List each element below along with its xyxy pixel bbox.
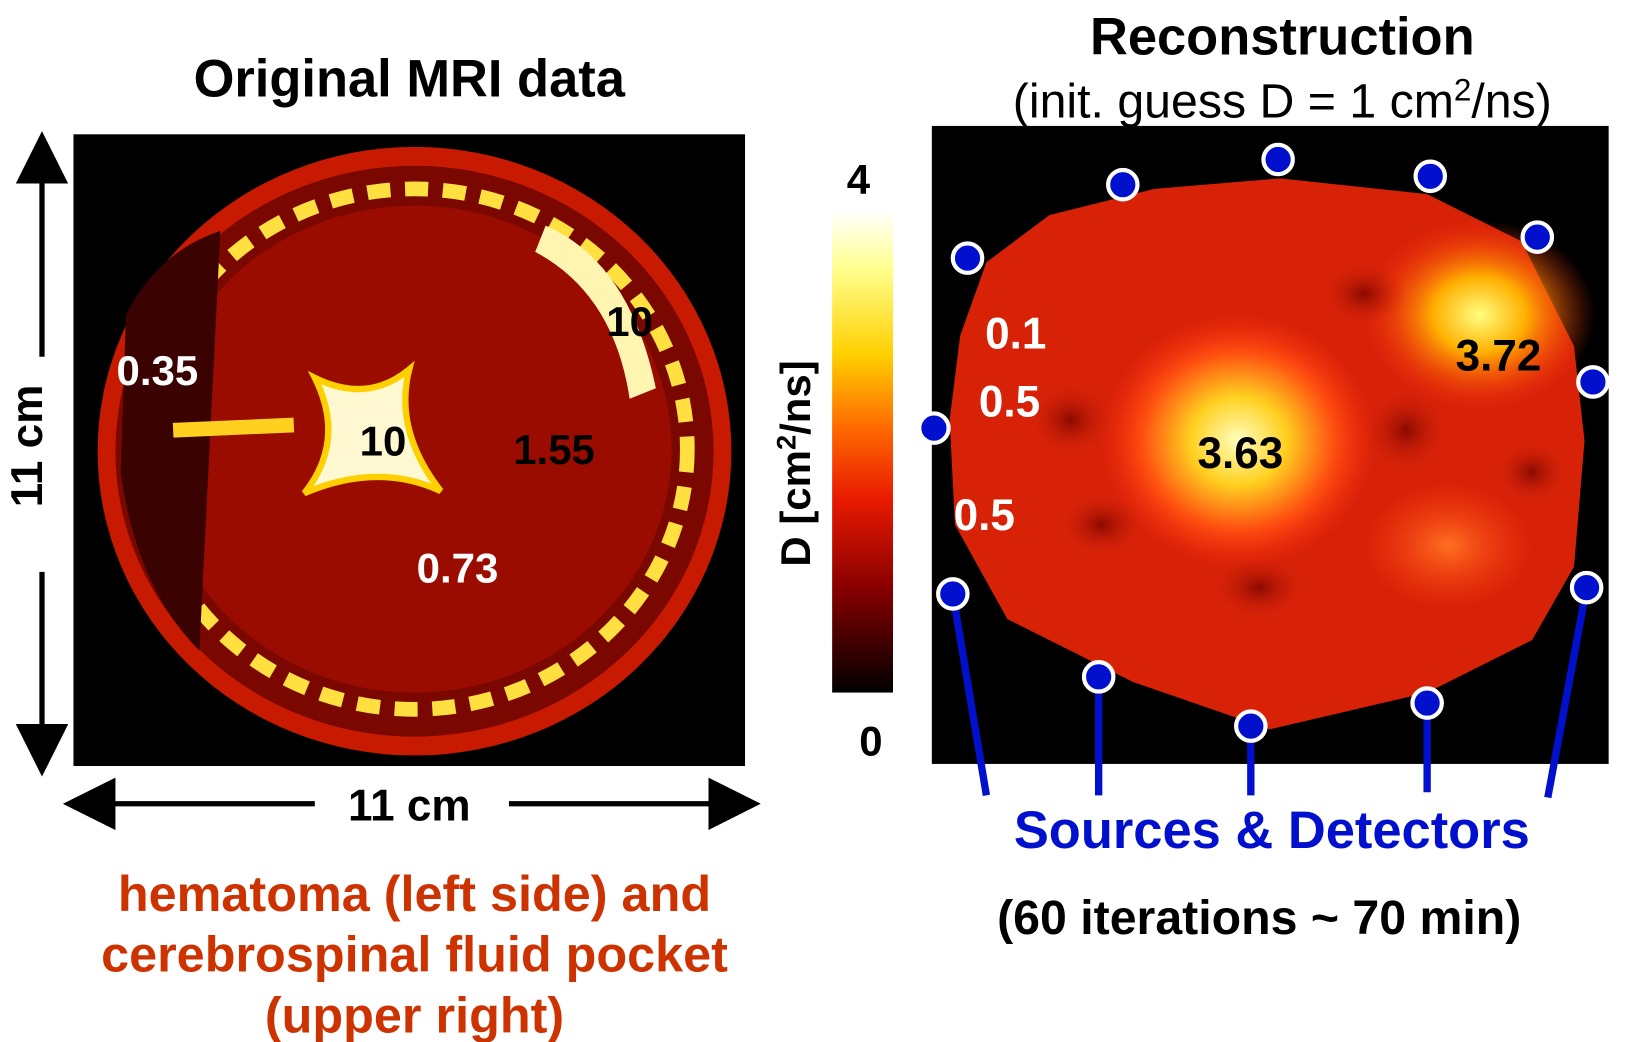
value-label: 0.5 [979,378,1040,427]
superscript: 2 [1454,73,1472,108]
cool-spot [1212,556,1306,619]
caption: hematoma (left side) and [118,865,711,922]
cool-spot [1060,493,1144,556]
colorbar-label: D [cm2/ns] [770,360,819,566]
probe [1263,145,1292,174]
caption: (upper right) [265,987,564,1042]
cool-spot [1322,262,1406,325]
probe-legend: Sources & Detectors [1014,802,1530,860]
probe [919,413,948,442]
probe [1523,222,1552,251]
probe [1108,170,1137,199]
probe [1572,573,1601,602]
right-title: Reconstruction [1090,9,1475,67]
probe [1236,711,1265,740]
right-subtitle: (init. guess D = 1 cm2/ns) [1013,73,1552,129]
value-label: 1.55 [513,426,595,473]
value-label: 0.73 [417,544,499,591]
value-label: 0.5 [954,491,1015,540]
left-title: Original MRI data [194,51,626,109]
probe [1416,162,1445,191]
warm-spot [1364,483,1532,609]
label-part: D [cm [772,450,819,567]
colorbar-min: 0 [859,718,882,765]
cool-spot [1364,388,1448,472]
colorbar [832,210,893,693]
value-label: 10 [606,298,653,345]
width-label: 11 cm [348,782,471,831]
page: {"left_panel": {"title": "Original MRI d… [0,0,1637,1042]
subtitle-part: (init. guess D = 1 cm [1013,75,1454,129]
caption: cerebrospinal fluid pocket [101,926,728,983]
probe [1412,688,1441,717]
value-label: 10 [360,417,407,464]
cool-spot [1028,383,1112,456]
height-label: 11 cm [3,385,52,508]
probe [953,243,982,272]
figure: Original MRI data 0.35 10 10 1.55 0.73 1… [0,0,1637,1042]
fissure [173,425,294,430]
probe [1084,662,1113,691]
probe [938,579,967,608]
probe [1578,367,1607,396]
value-label: 3.63 [1197,429,1283,478]
value-label: 0.1 [985,309,1046,358]
value-label: 0.35 [117,347,199,394]
superscript: 2 [770,435,801,450]
cool-spot [1495,441,1568,504]
label-part: /ns] [772,360,819,435]
value-label: 3.72 [1456,331,1542,380]
hot-spot [1364,220,1595,409]
subtitle-part: /ns) [1471,75,1551,129]
right-caption: (60 iterations ~ 70 min) [997,891,1521,945]
colorbar-max: 4 [847,156,871,203]
